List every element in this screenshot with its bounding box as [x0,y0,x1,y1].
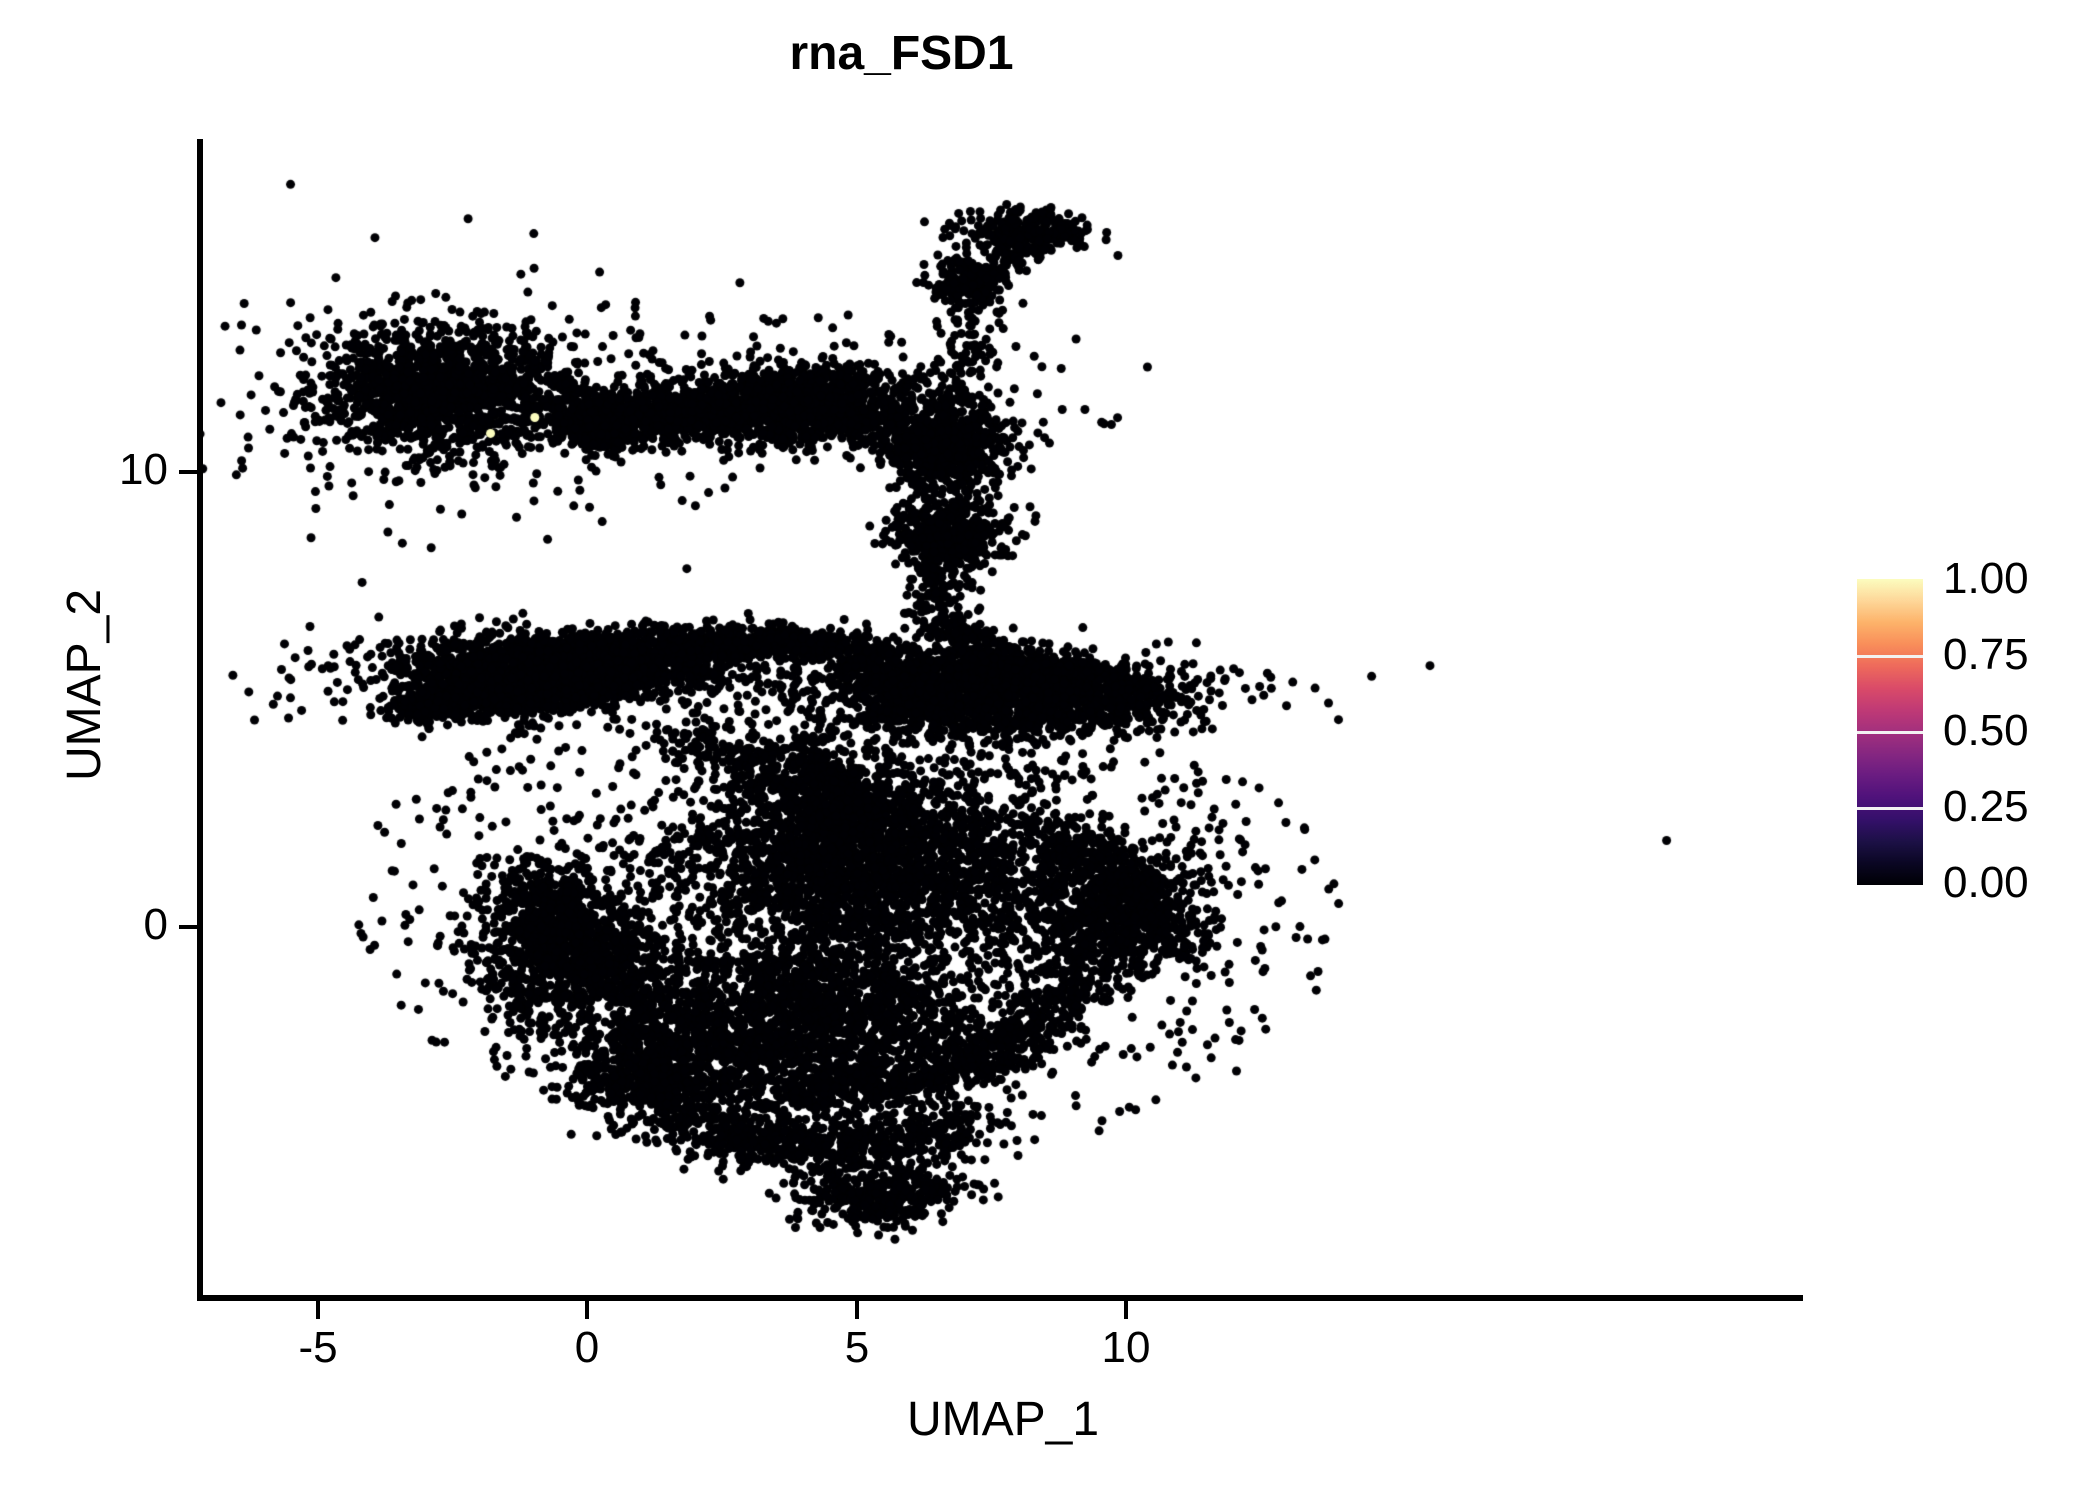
scatter-points-canvas [203,140,1803,1300]
x-tick-mark-1 [585,1301,589,1319]
x-tick-mark-0 [316,1301,320,1319]
y-tick-label-1: 0 [143,900,168,949]
colorbar-tick-3 [1857,807,1923,810]
page-title: rna_FSD1 [789,27,1014,80]
y-axis-label-wrap: UMAP_2 [49,285,119,1085]
colorbar-label-4: 0.00 [1943,858,2029,907]
y-axis-label: UMAP_2 [57,588,111,782]
plot-panel [203,140,1803,1300]
x-tick-label-1: 0 [574,1323,600,1372]
x-tick-label-0: -5 [298,1323,338,1372]
x-tick-label-3: 10 [1101,1323,1151,1372]
colorbar-tick-2 [1857,731,1923,734]
y-tick-mark-0 [179,470,197,474]
x-axis-label: UMAP_1 [906,1393,1100,1446]
colorbar-tick-4 [1857,882,1923,885]
x-tick-label-2: 5 [844,1323,870,1372]
x-axis-line [197,1295,1803,1301]
colorbar-label-3: 0.25 [1943,782,2029,831]
y-axis-line [197,139,203,1301]
colorbar-tick-0 [1857,579,1923,582]
colorbar-legend: 1.00 0.75 0.50 0.25 0.00 [1857,557,2087,909]
colorbar-label-1: 0.75 [1943,630,2029,679]
y-tick-label-0: 10 [119,445,168,494]
colorbar-tick-1 [1857,655,1923,658]
y-tick-mark-1 [179,925,197,929]
colorbar-label-0: 1.00 [1943,554,2029,603]
colorbar-label-2: 0.50 [1943,706,2029,755]
x-tick-mark-2 [855,1301,859,1319]
x-tick-mark-3 [1124,1301,1128,1319]
